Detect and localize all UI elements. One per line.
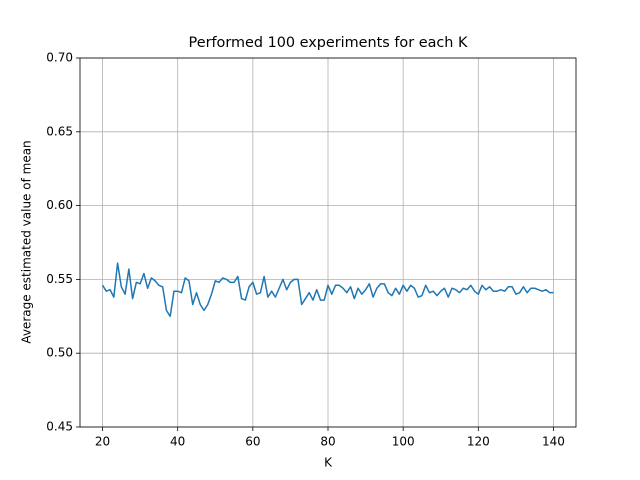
x-tick-label: 60 (245, 435, 260, 449)
y-tick-label: 0.70 (46, 51, 73, 65)
x-tick-label: 20 (95, 435, 110, 449)
y-axis-label: Average estimated value of mean (20, 140, 34, 343)
y-tick-label: 0.60 (46, 198, 73, 212)
x-tick-label: 80 (320, 435, 335, 449)
plot-frame (79, 57, 577, 428)
x-tick-label: 100 (392, 435, 415, 449)
line (101, 262, 554, 318)
y-tick-label: 0.50 (46, 346, 73, 360)
y-tick-label: 0.45 (46, 420, 73, 434)
x-tick-label: 140 (542, 435, 565, 449)
y-tick-label: 0.65 (46, 124, 73, 138)
y-tick-label: 0.55 (46, 272, 73, 286)
x-tick-label: 40 (170, 435, 185, 449)
x-axis-label: K (324, 456, 333, 470)
x-tick-label: 120 (467, 435, 490, 449)
chart-title: Performed 100 experiments for each K (189, 35, 468, 51)
